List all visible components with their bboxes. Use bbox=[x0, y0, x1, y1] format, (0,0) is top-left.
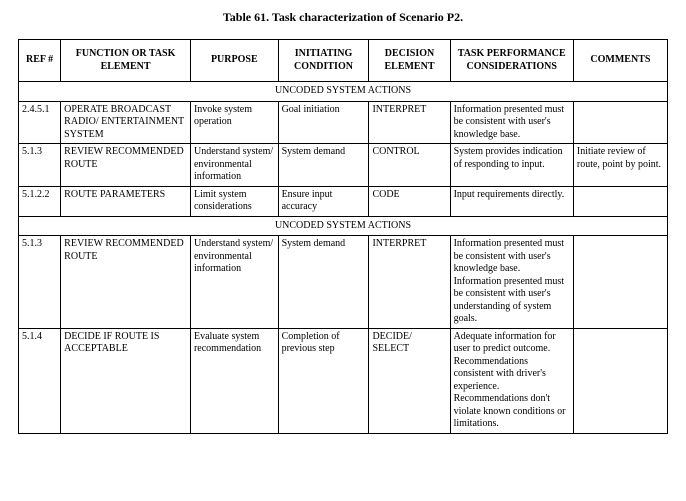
cell-comments: Initiate review of route, point by point… bbox=[573, 144, 667, 187]
cell-comments bbox=[573, 101, 667, 144]
cell-perf: Information presented must be consistent… bbox=[450, 101, 573, 144]
cell-ref: 5.1.4 bbox=[19, 328, 61, 433]
cell-decision: INTERPRET bbox=[369, 236, 450, 329]
cell-purpose: Understand system/ environmental informa… bbox=[190, 236, 278, 329]
section-row: UNCODED SYSTEM ACTIONS bbox=[19, 216, 668, 236]
cell-perf: System provides indication of responding… bbox=[450, 144, 573, 187]
page: Table 61. Task characterization of Scena… bbox=[0, 0, 686, 501]
section-heading: UNCODED SYSTEM ACTIONS bbox=[19, 216, 668, 236]
table-caption: Table 61. Task characterization of Scena… bbox=[18, 10, 668, 25]
cell-perf: Input requirements directly. bbox=[450, 186, 573, 216]
col-func: FUNCTION OR TASK ELEMENT bbox=[61, 40, 191, 82]
cell-init: Goal initiation bbox=[278, 101, 369, 144]
cell-comments bbox=[573, 186, 667, 216]
cell-func: OPERATE BROADCAST RADIO/ ENTERTAINMENT S… bbox=[61, 101, 191, 144]
cell-decision: CONTROL bbox=[369, 144, 450, 187]
table-row: 5.1.3 REVIEW RECOMMENDED ROUTE Understan… bbox=[19, 144, 668, 187]
table-header-row: REF # FUNCTION OR TASK ELEMENT PURPOSE I… bbox=[19, 40, 668, 82]
cell-ref: 5.1.3 bbox=[19, 236, 61, 329]
col-perf: TASK PERFORMANCE CONSIDERATIONS bbox=[450, 40, 573, 82]
cell-ref: 5.1.3 bbox=[19, 144, 61, 187]
cell-purpose: Evaluate system recommendation bbox=[190, 328, 278, 433]
task-table: REF # FUNCTION OR TASK ELEMENT PURPOSE I… bbox=[18, 39, 668, 434]
col-comments: COMMENTS bbox=[573, 40, 667, 82]
cell-comments bbox=[573, 236, 667, 329]
col-ref: REF # bbox=[19, 40, 61, 82]
col-init: INITIATING CONDITION bbox=[278, 40, 369, 82]
cell-init: Completion of previous step bbox=[278, 328, 369, 433]
table-row: 5.1.3 REVIEW RECOMMENDED ROUTE Understan… bbox=[19, 236, 668, 329]
cell-comments bbox=[573, 328, 667, 433]
cell-purpose: Limit system considerations bbox=[190, 186, 278, 216]
cell-purpose: Understand system/ environmental informa… bbox=[190, 144, 278, 187]
cell-ref: 5.1.2.2 bbox=[19, 186, 61, 216]
cell-func: REVIEW RECOMMENDED ROUTE bbox=[61, 236, 191, 329]
cell-func: ROUTE PARAMETERS bbox=[61, 186, 191, 216]
cell-perf: Adequate information for user to predict… bbox=[450, 328, 573, 433]
cell-init: Ensure input accuracy bbox=[278, 186, 369, 216]
cell-decision: INTERPRET bbox=[369, 101, 450, 144]
col-purpose: PURPOSE bbox=[190, 40, 278, 82]
cell-func: DECIDE IF ROUTE IS ACCEPTABLE bbox=[61, 328, 191, 433]
section-heading: UNCODED SYSTEM ACTIONS bbox=[19, 82, 668, 102]
cell-decision: CODE bbox=[369, 186, 450, 216]
table-row: 2.4.5.1 OPERATE BROADCAST RADIO/ ENTERTA… bbox=[19, 101, 668, 144]
cell-func: REVIEW RECOMMENDED ROUTE bbox=[61, 144, 191, 187]
cell-init: System demand bbox=[278, 236, 369, 329]
cell-perf: Information presented must be consistent… bbox=[450, 236, 573, 329]
cell-purpose: Invoke system operation bbox=[190, 101, 278, 144]
col-decision: DECISION ELEMENT bbox=[369, 40, 450, 82]
cell-init: System demand bbox=[278, 144, 369, 187]
section-row: UNCODED SYSTEM ACTIONS bbox=[19, 82, 668, 102]
table-row: 5.1.2.2 ROUTE PARAMETERS Limit system co… bbox=[19, 186, 668, 216]
table-row: 5.1.4 DECIDE IF ROUTE IS ACCEPTABLE Eval… bbox=[19, 328, 668, 433]
cell-decision: DECIDE/ SELECT bbox=[369, 328, 450, 433]
cell-ref: 2.4.5.1 bbox=[19, 101, 61, 144]
